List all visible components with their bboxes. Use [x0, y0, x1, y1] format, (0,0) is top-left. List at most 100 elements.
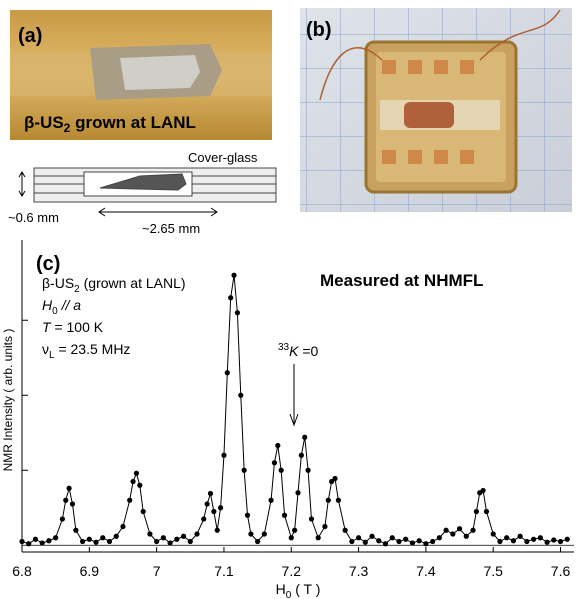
x-axis-text: ( T ) — [291, 581, 320, 597]
data-point — [558, 539, 563, 544]
data-point — [524, 539, 529, 544]
data-point — [107, 539, 112, 544]
annotation: H0 // a — [42, 297, 81, 317]
data-point — [19, 539, 24, 544]
data-point — [141, 509, 146, 514]
annotation: νL = 23.5 MHz — [42, 341, 130, 361]
data-point — [225, 370, 230, 375]
data-point — [279, 468, 284, 473]
caption-text: grown at LANL — [70, 113, 196, 132]
data-point — [305, 468, 310, 473]
data-point — [491, 531, 496, 536]
x-axis-label: H0 ( T ) — [276, 581, 321, 599]
data-point — [245, 513, 250, 518]
data-point — [154, 539, 159, 544]
annotation-superscript: 33 — [278, 342, 290, 353]
x-tick-label: 7.1 — [214, 563, 234, 579]
x-tick-label: 7 — [153, 563, 161, 579]
panel-label: (c) — [36, 253, 60, 275]
data-point — [120, 524, 125, 529]
data-point — [544, 540, 549, 545]
data-point — [218, 505, 223, 510]
data-point — [205, 501, 210, 506]
x-tick-label: 6.9 — [80, 563, 100, 579]
data-point — [238, 393, 243, 398]
data-point — [390, 535, 395, 540]
data-point — [299, 453, 304, 458]
annotation: T = 100 K — [42, 319, 104, 335]
x-tick-label: 7.6 — [551, 563, 571, 579]
data-point — [565, 537, 570, 542]
data-point — [130, 479, 135, 484]
data-point — [242, 468, 247, 473]
data-point — [410, 540, 415, 545]
data-point — [504, 535, 509, 540]
data-point — [309, 516, 314, 521]
data-point — [26, 541, 31, 546]
x-tick-label: 7.4 — [416, 563, 436, 579]
data-point — [40, 540, 45, 545]
data-point — [292, 528, 297, 533]
data-point — [215, 528, 220, 533]
data-point — [67, 486, 72, 491]
data-point — [262, 531, 267, 536]
annotation-text: = 23.5 MHz — [55, 341, 131, 357]
data-point — [349, 539, 354, 544]
x-tick-label: 6.8 — [12, 563, 32, 579]
data-point — [114, 534, 119, 539]
panel-label: (a) — [18, 25, 42, 47]
data-point — [174, 537, 179, 542]
data-point — [134, 471, 139, 476]
data-point — [255, 539, 260, 544]
thickness-label: ~0.6 mm — [8, 210, 59, 225]
annotation-text: = 100 K — [51, 319, 104, 335]
data-point — [275, 443, 280, 448]
annotation-text: (grown at LANL) — [80, 275, 186, 291]
data-point — [369, 534, 374, 539]
data-point — [282, 513, 287, 518]
data-point — [93, 540, 98, 545]
schematic — [19, 168, 276, 216]
data-point — [302, 435, 307, 440]
data-point — [481, 488, 486, 493]
data-point — [33, 537, 38, 542]
data-point — [228, 295, 233, 300]
data-point — [326, 498, 331, 503]
data-point — [396, 539, 401, 544]
data-point — [208, 491, 213, 496]
data-point — [417, 538, 422, 543]
data-point — [403, 537, 408, 542]
annotation-text: ν — [42, 341, 49, 357]
figure: (a) β-US2 grown at LANL Cover-glass ~0.6… — [0, 0, 577, 599]
data-point — [194, 531, 199, 536]
data-point — [147, 531, 152, 536]
data-point — [336, 498, 341, 503]
data-point — [221, 453, 226, 458]
data-point — [211, 509, 216, 514]
x-tick-label: 7.5 — [483, 563, 503, 579]
data-point — [316, 535, 321, 540]
annotation-text: // a — [58, 297, 82, 313]
data-point — [268, 498, 273, 503]
data-point — [289, 535, 294, 540]
annotations: β-US2 (grown at LANL) H0 // a T = 100 K … — [42, 275, 319, 361]
y-axis-label: NMR Intensity ( arb. units ) — [1, 329, 15, 472]
data-point — [322, 524, 327, 529]
data-point — [518, 534, 523, 539]
data-point — [73, 528, 78, 533]
data-point — [70, 501, 75, 506]
cover-glass-label: Cover-glass — [188, 150, 258, 165]
data-point — [60, 516, 65, 521]
data-point — [457, 526, 462, 531]
x-tick-label: 7.2 — [282, 563, 302, 579]
panel-a-photo: (a) β-US2 grown at LANL — [10, 10, 272, 140]
data-point — [127, 498, 132, 503]
x-tick-label: 7.3 — [349, 563, 369, 579]
data-point — [497, 539, 502, 544]
data-point — [484, 509, 489, 514]
data-point — [383, 541, 388, 546]
data-point — [538, 535, 543, 540]
data-point — [161, 535, 166, 540]
data-point — [137, 483, 142, 488]
caption: β-US2 grown at LANL — [24, 113, 196, 135]
